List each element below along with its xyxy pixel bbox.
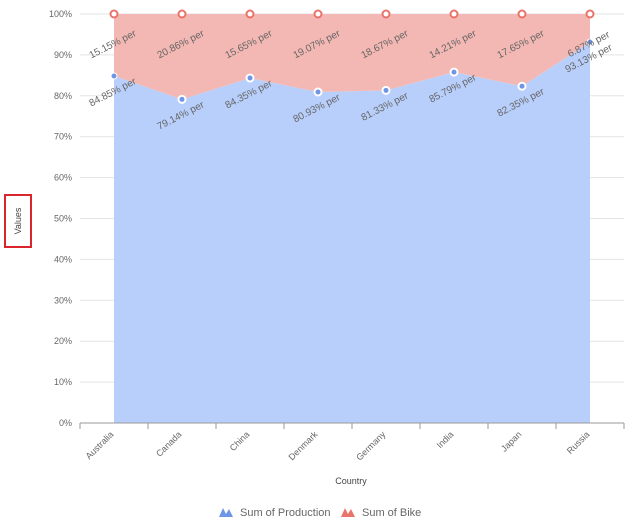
x-tick-label: China [228, 429, 252, 453]
x-axis-title: Country [335, 476, 367, 486]
legend-label: Sum of Production [240, 507, 331, 519]
marker-production-dot [519, 83, 525, 89]
marker-bike[interactable] [109, 9, 119, 19]
y-tick-label: 70% [54, 132, 72, 142]
legend-area-icon [219, 508, 233, 517]
y-tick-label: 80% [54, 91, 72, 101]
marker-bike[interactable] [381, 9, 391, 19]
marker-production-dot [247, 75, 253, 81]
marker-production-dot [383, 87, 389, 93]
marker-bike[interactable] [313, 9, 323, 19]
x-tick-label: Russia [565, 429, 592, 456]
y-tick-label: 0% [59, 418, 72, 428]
y-tick-label: 30% [54, 295, 72, 305]
y-tick-label: 100% [49, 9, 72, 19]
x-tick-label: Japan [499, 429, 523, 453]
y-tick-label: 90% [54, 50, 72, 60]
marker-production-dot [315, 89, 321, 95]
x-tick-label: Canada [154, 429, 183, 458]
marker-bike[interactable] [585, 9, 595, 19]
y-tick-label: 40% [54, 254, 72, 264]
legend-item-bike[interactable]: Sum of Bike [341, 507, 421, 519]
legend-label: Sum of Bike [362, 507, 421, 519]
y-axis-title-highlight-box [4, 194, 32, 248]
legend[interactable]: Sum of Production Sum of Bike [219, 507, 421, 519]
marker-bike[interactable] [449, 9, 459, 19]
marker-production[interactable] [586, 38, 594, 46]
area-bike[interactable] [114, 14, 590, 100]
marker-production[interactable] [110, 72, 118, 80]
marker-bike[interactable] [245, 9, 255, 19]
marker-bike[interactable] [177, 9, 187, 19]
x-tick-label: Germany [354, 429, 388, 463]
marker-production-dot [451, 69, 457, 75]
y-tick-label: 60% [54, 173, 72, 183]
data-markers [109, 9, 595, 104]
x-tick-label: Australia [84, 429, 116, 461]
y-tick-label: 20% [54, 336, 72, 346]
legend-area-icon [341, 508, 355, 517]
marker-bike[interactable] [517, 9, 527, 19]
y-tick-label: 50% [54, 214, 72, 224]
x-tick-label: Denmark [287, 429, 320, 462]
y-tick-label: 10% [54, 377, 72, 387]
marker-production-dot [179, 96, 185, 102]
x-tick-label: India [435, 429, 456, 450]
y-axis-title-group: Values [4, 194, 32, 248]
area-production[interactable] [114, 42, 590, 424]
legend-item-production[interactable]: Sum of Production [219, 507, 331, 519]
y-axis-title: Values [13, 207, 23, 234]
area-series [114, 14, 590, 424]
